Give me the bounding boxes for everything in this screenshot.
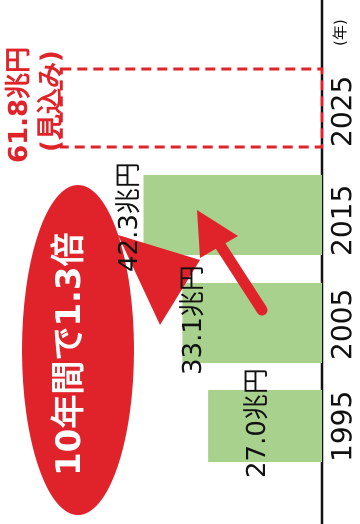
arrow-shaft [214, 239, 268, 316]
bar-2025-projected [59, 67, 324, 149]
callout-tail [118, 235, 200, 325]
bar-2015 [143, 175, 322, 255]
value-label-1995: 27.0兆円 [242, 368, 272, 478]
bar-1995 [208, 390, 322, 462]
callout-ellipse [22, 185, 134, 515]
callout-balloon [22, 185, 200, 515]
callout-text: 10年間で1.3倍 [49, 232, 89, 476]
value-label-2015: 42.3兆円 [114, 162, 144, 272]
value-label-2025: 61.8兆円 [4, 46, 34, 163]
tick-label-2015: 2015 [325, 184, 358, 256]
tick-label-1995: 1995 [325, 390, 358, 462]
unit-label: (年) [331, 19, 349, 46]
arrow [197, 210, 268, 316]
arrow-head [197, 210, 238, 258]
tick-label-2025: 2025 [325, 75, 358, 147]
projection-note: (見込み) [36, 50, 66, 152]
value-label-2005: 33.1兆円 [178, 265, 208, 375]
tick-label-2005: 2005 [325, 288, 358, 360]
